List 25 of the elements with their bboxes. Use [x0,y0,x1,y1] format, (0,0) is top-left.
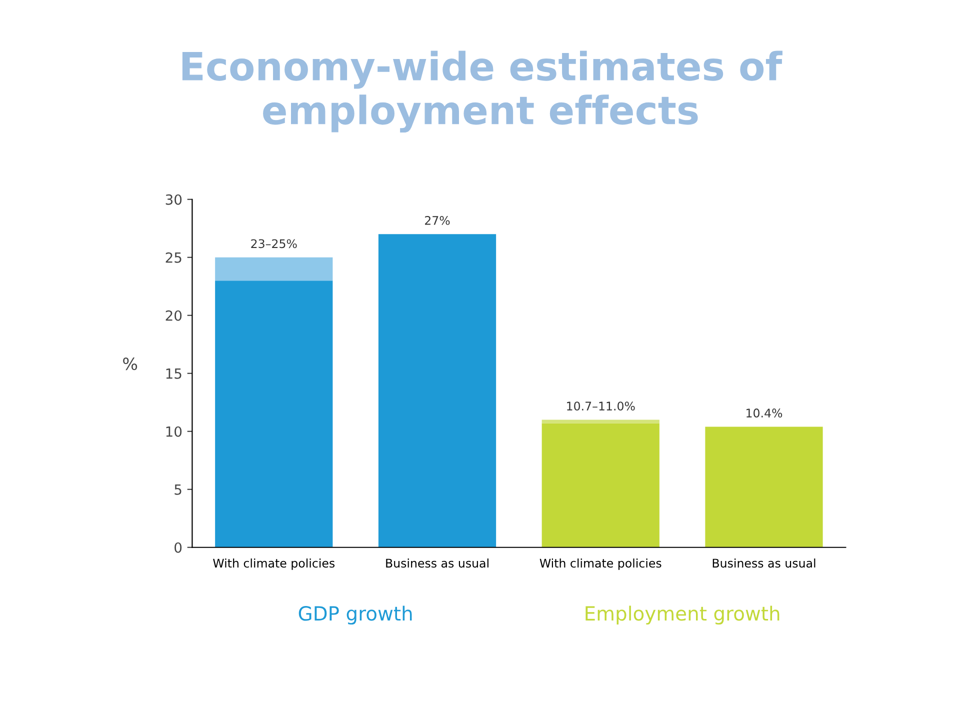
y-tick-label: 30 [166,194,182,205]
bar [542,423,660,548]
y-tick-label: 10 [166,426,182,437]
bar [215,257,333,281]
bar [215,280,333,548]
y-tick-label: 20 [166,310,182,321]
text: Employment growth [586,606,780,625]
total-label: 10.4% [746,408,782,418]
x-tick-label: Business as usual [386,558,488,568]
total-label: 10.7–11.0% [567,402,635,411]
bar [542,420,660,424]
y-tick-label: 5 [174,484,182,495]
x-tick-label: With climate policies [213,558,335,570]
text: GDP growth [298,606,412,625]
bar [705,426,823,548]
y-tick-label: 15 [166,368,182,379]
total-label: 23–25% [251,239,297,248]
chart-title: Economy-wide estimates of employment effects [182,50,782,133]
x-tick-label: Business as usual [712,558,816,568]
bar [378,234,496,548]
y-axis-title: % [123,358,138,370]
y-tick-label: 0 [174,542,182,553]
x-tick-label: With climate policies [540,558,662,570]
y-tick-label: 25 [166,252,182,263]
total-label: 27% [425,216,450,225]
